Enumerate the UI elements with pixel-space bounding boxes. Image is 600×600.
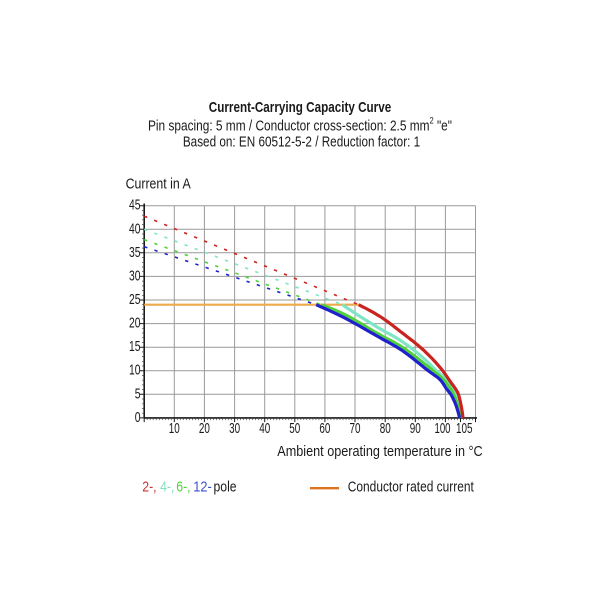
svg-text:70: 70 bbox=[350, 420, 361, 437]
svg-text:Ambient operating temperature: Ambient operating temperature in °C bbox=[277, 443, 483, 460]
svg-text:10: 10 bbox=[129, 362, 141, 379]
svg-text:20: 20 bbox=[199, 420, 210, 437]
svg-text:0: 0 bbox=[135, 409, 141, 426]
svg-text:6-,: 6-, bbox=[176, 479, 190, 496]
svg-text:Current-Carrying Capacity Curv: Current-Carrying Capacity Curve bbox=[209, 99, 391, 116]
svg-text:2-,: 2-, bbox=[142, 479, 156, 496]
svg-text:35: 35 bbox=[129, 244, 141, 261]
svg-text:12-: 12- bbox=[193, 479, 212, 496]
svg-text:"e": "e" bbox=[434, 118, 452, 135]
svg-text:2: 2 bbox=[430, 116, 434, 127]
svg-text:15: 15 bbox=[129, 338, 141, 355]
svg-text:40: 40 bbox=[259, 420, 270, 437]
svg-text:105: 105 bbox=[456, 420, 473, 437]
svg-text:30: 30 bbox=[229, 420, 240, 437]
svg-text:50: 50 bbox=[289, 420, 300, 437]
svg-text:10: 10 bbox=[169, 420, 180, 437]
svg-text:Conductor rated current: Conductor rated current bbox=[348, 479, 475, 496]
svg-text:30: 30 bbox=[129, 267, 141, 284]
svg-text:20: 20 bbox=[129, 315, 141, 332]
svg-text:Pin spacing: 5 mm / Conductor: Pin spacing: 5 mm / Conductor cross-sect… bbox=[148, 118, 430, 135]
svg-text:5: 5 bbox=[135, 385, 141, 402]
svg-text:100: 100 bbox=[435, 420, 451, 437]
svg-text:90: 90 bbox=[410, 420, 421, 437]
svg-text:Current in A: Current in A bbox=[126, 176, 191, 193]
svg-text:80: 80 bbox=[380, 420, 391, 437]
svg-text:25: 25 bbox=[129, 291, 141, 308]
svg-text:45: 45 bbox=[129, 197, 141, 214]
svg-text:4-,: 4-, bbox=[160, 479, 174, 496]
svg-text:60: 60 bbox=[319, 420, 330, 437]
svg-text:pole: pole bbox=[214, 479, 237, 496]
svg-text:Based on: EN 60512-5-2 / Reduc: Based on: EN 60512-5-2 / Reduction facto… bbox=[183, 134, 420, 151]
svg-text:40: 40 bbox=[129, 220, 141, 237]
